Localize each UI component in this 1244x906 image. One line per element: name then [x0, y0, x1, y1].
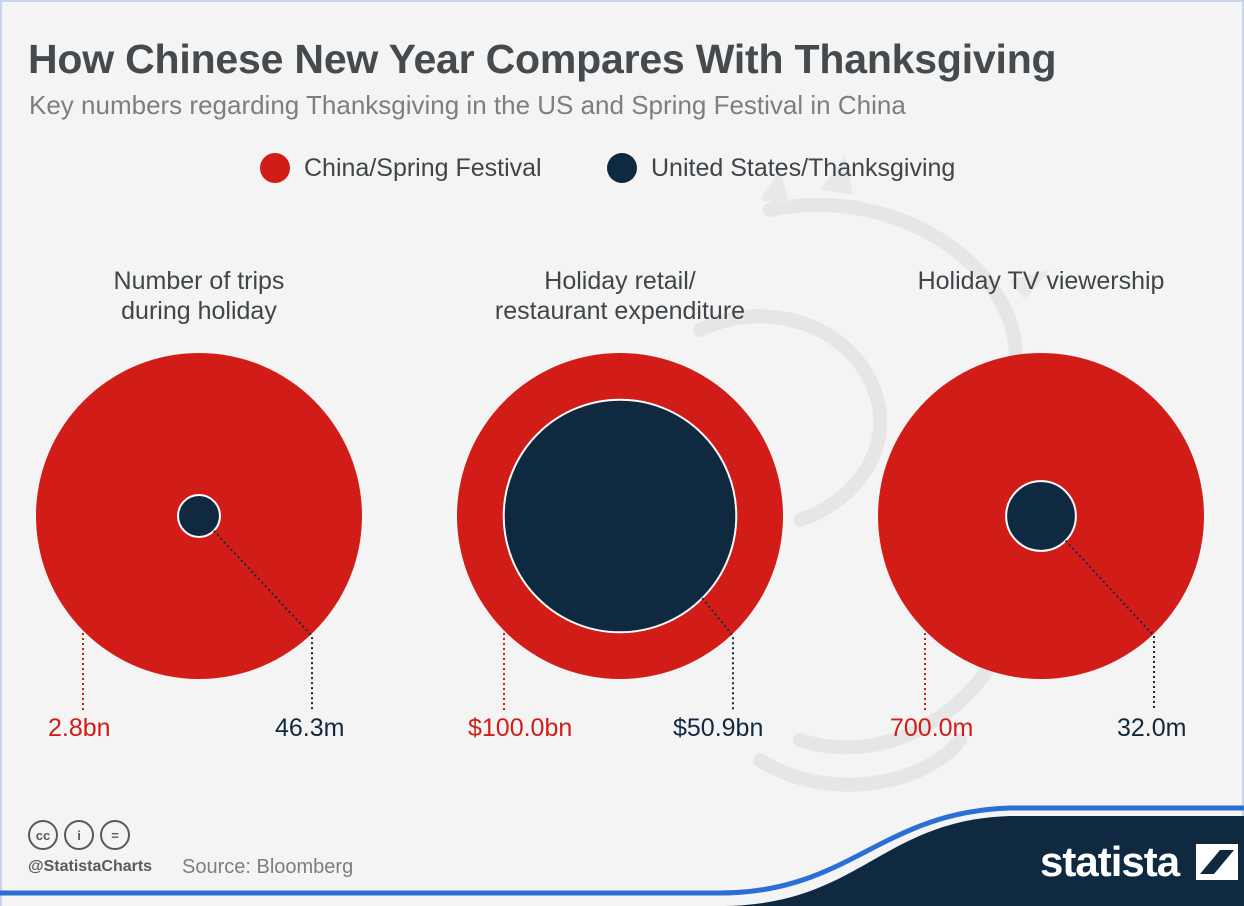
no-derivatives-icon[interactable]: =: [100, 820, 130, 850]
legend: China/Spring Festival United States/Than…: [0, 148, 1244, 188]
legend-item-china: China/Spring Festival: [260, 148, 542, 188]
legend-swatch-china: [260, 153, 290, 183]
legend-label-china: China/Spring Festival: [304, 153, 542, 182]
value-label-china-expenditure: $100.0bn: [468, 714, 573, 742]
attribution-icon[interactable]: i: [64, 820, 94, 850]
panel-title-line: Holiday retail/: [544, 267, 696, 295]
legend-item-us: United States/Thanksgiving: [607, 148, 955, 188]
statista-logo-icon: [1195, 844, 1238, 880]
panel-title-expenditure: Holiday retail/ restaurant expenditure: [440, 266, 800, 326]
cc-icon[interactable]: cc: [28, 820, 58, 850]
source-note: Source: Bloomberg: [182, 856, 354, 878]
legend-label-us: United States/Thanksgiving: [651, 153, 956, 182]
us-bubble: [502, 398, 738, 634]
value-label-us-trips: 46.3m: [275, 714, 345, 742]
statista-handle[interactable]: @StatistaCharts: [28, 858, 153, 875]
page-subtitle: Key numbers regarding Thanksgiving in th…: [29, 90, 906, 120]
statista-logo[interactable]: statista: [1040, 838, 1238, 886]
panel-title-line: during holiday: [121, 297, 277, 325]
value-label-us-expenditure: $50.9bn: [673, 714, 764, 742]
legend-swatch-us: [607, 153, 637, 183]
panel-title-line: restaurant expenditure: [494, 297, 746, 325]
value-label-china-tv: 700.0m: [890, 714, 974, 742]
value-label-china-trips: 2.8bn: [48, 714, 111, 742]
license-icons: cc i =: [28, 820, 130, 850]
page-title: How Chinese New Year Compares With Thank…: [28, 36, 1057, 82]
us-bubble: [1005, 480, 1077, 552]
value-label-us-tv: 32.0m: [1117, 714, 1187, 742]
panel-title-trips: Number of trips during holiday: [19, 266, 379, 326]
panel-title-line: Number of trips: [113, 267, 285, 295]
statista-logo-text: statista: [1040, 838, 1180, 885]
panel-title-tv: Holiday TV viewership: [861, 266, 1221, 296]
us-leader-line: [701, 597, 734, 710]
us-bubble: [177, 494, 221, 538]
panel-title-line: Holiday TV viewership: [917, 267, 1165, 295]
